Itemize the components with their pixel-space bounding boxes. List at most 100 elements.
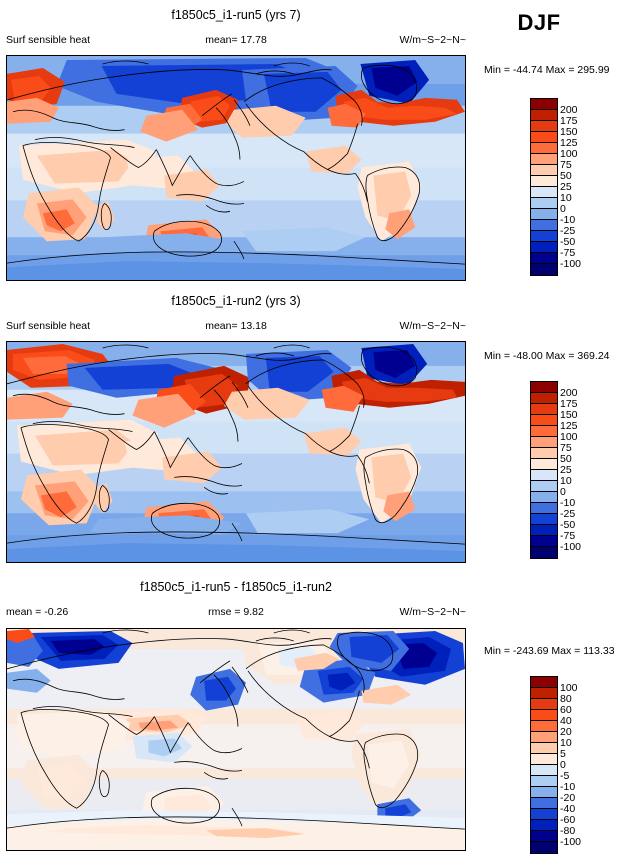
colorbar-segment xyxy=(531,264,557,275)
colorbar-tick: -50 xyxy=(560,519,576,531)
colorbar-tick: 125 xyxy=(560,137,578,149)
colorbar-tick: 60 xyxy=(560,704,572,716)
colorbar-segment xyxy=(531,426,557,437)
colorbar-tick: 0 xyxy=(560,203,566,215)
colorbar-segment xyxy=(531,677,557,688)
colorbar-tick: -100 xyxy=(560,541,582,553)
colorbar-segment xyxy=(531,415,557,426)
colorbar-segment xyxy=(531,798,557,809)
colorbar-segment xyxy=(531,842,557,853)
colorbar-segment xyxy=(531,459,557,470)
colorbar-tick: 175 xyxy=(560,398,578,410)
colorbar-tick: -10 xyxy=(560,781,576,793)
map-canvas-run2 xyxy=(7,342,465,562)
colorbar-segment xyxy=(531,382,557,393)
colorbar-tick: 25 xyxy=(560,181,572,193)
units-label: W/m~S~2~N~ xyxy=(399,606,466,618)
map-run2[interactable] xyxy=(6,341,466,563)
colorbar-run5[interactable] xyxy=(530,98,558,276)
colorbar-segment xyxy=(531,198,557,209)
colorbar-segment xyxy=(531,809,557,820)
colorbar-segment xyxy=(531,503,557,514)
season-label: DJF xyxy=(517,10,561,35)
colorbar-tick: 50 xyxy=(560,170,572,182)
colorbar-segment xyxy=(531,393,557,404)
colorbar-segment xyxy=(531,121,557,132)
colorbar-tick: -75 xyxy=(560,530,576,542)
map-run5[interactable] xyxy=(6,55,466,281)
colorbar-segment xyxy=(531,699,557,710)
colorbar-tick: 0 xyxy=(560,759,566,771)
colorbar-tick: 0 xyxy=(560,486,566,498)
colorbar-tick: 75 xyxy=(560,159,572,171)
colorbar-segment xyxy=(531,253,557,264)
minmax-label: Min = -48.00 Max = 369.24 xyxy=(484,350,610,362)
colorbar-tick: 100 xyxy=(560,682,578,694)
colorbar-tick: 175 xyxy=(560,115,578,127)
colorbar-tick: 40 xyxy=(560,715,572,727)
colorbar-segment xyxy=(531,132,557,143)
colorbar-segment xyxy=(531,492,557,503)
colorbar-tick: -5 xyxy=(560,770,570,782)
colorbar-segment xyxy=(531,776,557,787)
colorbar-segment xyxy=(531,165,557,176)
colorbar-tick: 80 xyxy=(560,693,572,705)
colorbar-segment xyxy=(531,448,557,459)
colorbar-tick: -100 xyxy=(560,836,582,848)
colorbar-tick: -40 xyxy=(560,803,576,815)
rmse-label: rmse = 9.82 xyxy=(208,606,264,618)
map-canvas-diff xyxy=(7,629,465,850)
colorbar-run2[interactable] xyxy=(530,381,558,559)
colorbar-segment xyxy=(531,187,557,198)
colorbar-tick: 200 xyxy=(560,104,578,116)
colorbar-segment xyxy=(531,481,557,492)
colorbar-tick: -10 xyxy=(560,497,576,509)
colorbar-segment xyxy=(531,470,557,481)
colorbar-segment xyxy=(531,437,557,448)
units-label: W/m~S~2~N~ xyxy=(399,34,466,46)
colorbar-tick: -80 xyxy=(560,825,576,837)
colorbar-segment xyxy=(531,754,557,765)
colorbar-segment xyxy=(531,514,557,525)
colorbar-tick: -20 xyxy=(560,792,576,804)
variable-label: Surf sensible heat xyxy=(6,320,91,332)
colorbar-segment xyxy=(531,143,557,154)
colorbar-segment xyxy=(531,831,557,842)
colorbar-tick: 10 xyxy=(560,475,572,487)
colorbar-tick: 100 xyxy=(560,148,578,160)
panel-title: f1850c5_i1-run2 (yrs 3) xyxy=(171,294,301,308)
colorbar-segment xyxy=(531,732,557,743)
panel-title: f1850c5_i1-run5 (yrs 7) xyxy=(171,8,301,22)
colorbar-tick: 150 xyxy=(560,409,578,421)
colorbar-segment xyxy=(531,688,557,699)
colorbar-tick: 75 xyxy=(560,442,572,454)
colorbar-tick: 150 xyxy=(560,126,578,138)
colorbar-tick: -25 xyxy=(560,508,576,520)
colorbar-tick: 100 xyxy=(560,431,578,443)
colorbar-segment xyxy=(531,99,557,110)
map-canvas-run5 xyxy=(7,56,465,280)
colorbar-segment xyxy=(531,404,557,415)
colorbar-tick: 125 xyxy=(560,420,578,432)
colorbar-tick: 50 xyxy=(560,453,572,465)
colorbar-diff[interactable] xyxy=(530,676,558,854)
colorbar-tick: -25 xyxy=(560,225,576,237)
minmax-label: Min = -243.69 Max = 113.33 xyxy=(484,645,615,657)
colorbar-ticks-diff: 100 80 60 40 20 10 5 0 -5 -10 -20 -40 -6… xyxy=(560,676,620,854)
colorbar-segment xyxy=(531,242,557,253)
colorbar-segment xyxy=(531,743,557,754)
colorbar-segment xyxy=(531,220,557,231)
colorbar-tick: 5 xyxy=(560,748,566,760)
colorbar-tick: -100 xyxy=(560,258,582,270)
colorbar-tick: -60 xyxy=(560,814,576,826)
mean-label: mean = -0.26 xyxy=(6,606,69,618)
colorbar-ticks-run5: 200 175 150 125 100 75 50 25 10 0 -10 -2… xyxy=(560,98,620,276)
minmax-label: Min = -44.74 Max = 295.99 xyxy=(484,64,610,76)
colorbar-tick: -75 xyxy=(560,247,576,259)
colorbar-segment xyxy=(531,765,557,776)
panel-title: f1850c5_i1-run5 - f1850c5_i1-run2 xyxy=(140,580,332,594)
colorbar-segment xyxy=(531,231,557,242)
map-diff[interactable] xyxy=(6,628,466,851)
colorbar-tick: -50 xyxy=(560,236,576,248)
colorbar-segment xyxy=(531,820,557,831)
